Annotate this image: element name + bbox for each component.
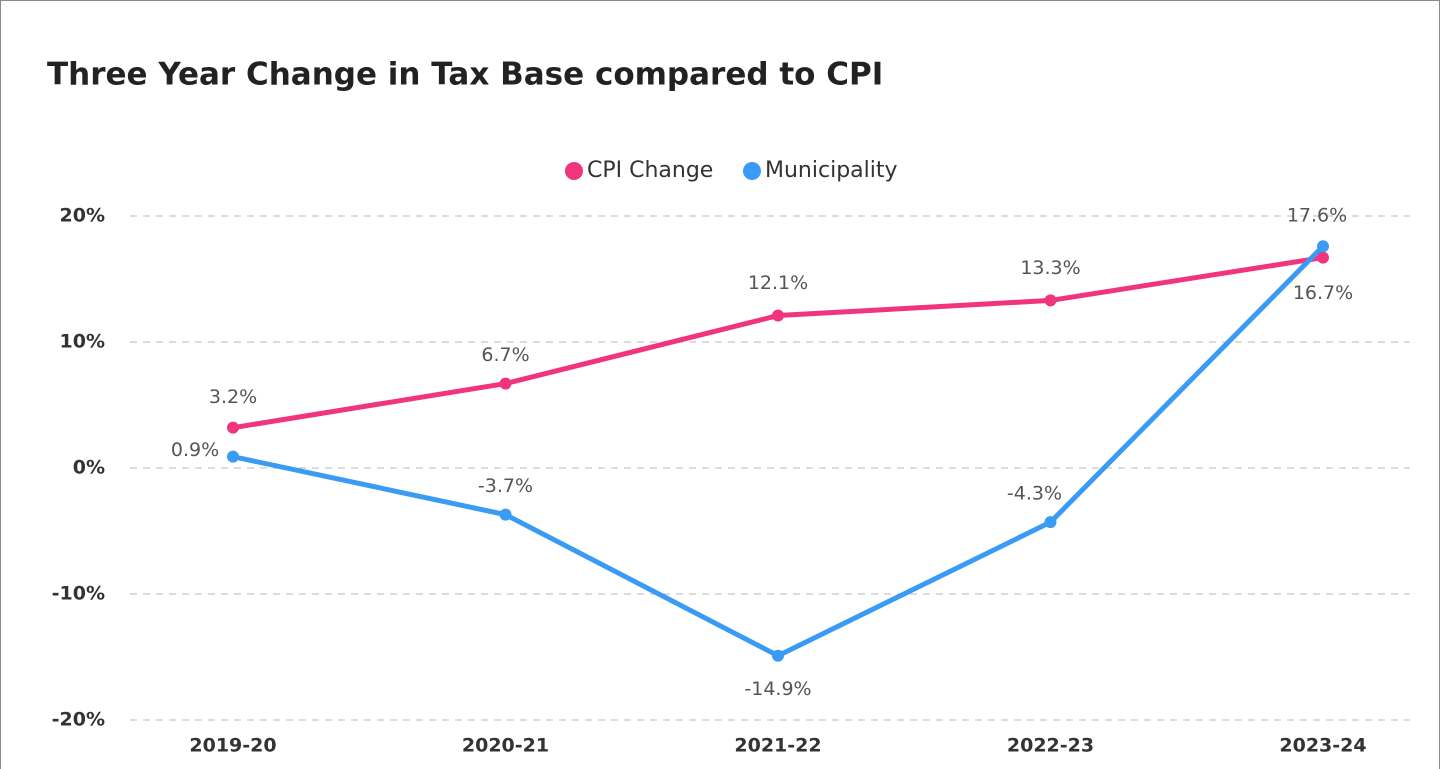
data-point — [772, 649, 784, 662]
data-point — [227, 450, 239, 463]
y-tick-label: 20% — [60, 205, 105, 227]
chart-title: Three Year Change in Tax Base compared t… — [47, 57, 883, 93]
data-label: -4.3% — [1007, 483, 1062, 505]
data-point — [1044, 516, 1057, 529]
data-label: -14.9% — [744, 678, 811, 700]
y-tick-label: -10% — [52, 583, 105, 605]
data-point — [227, 421, 239, 434]
legend-label: Municipality — [765, 158, 898, 183]
data-point — [499, 508, 512, 521]
y-tick-label: -20% — [52, 709, 105, 731]
y-tick-label: 10% — [60, 331, 105, 353]
y-tick-label: 0% — [73, 457, 105, 479]
data-label: 17.6% — [1287, 205, 1347, 227]
data-label: 13.3% — [1020, 257, 1080, 279]
data-label: 6.7% — [481, 344, 529, 366]
x-tick-label: 2022-23 — [1007, 735, 1094, 757]
legend-marker — [565, 162, 583, 180]
x-tick-label: 2019-20 — [189, 735, 276, 757]
x-tick-label: 2021-22 — [734, 735, 821, 757]
legend: CPI Change Municipality — [565, 158, 898, 183]
legend-label: CPI Change — [587, 158, 713, 183]
data-point — [499, 377, 512, 390]
data-point — [1044, 294, 1057, 307]
data-label: 16.7% — [1293, 282, 1353, 304]
legend-marker — [743, 162, 761, 180]
x-tick-label: 2023-24 — [1279, 735, 1366, 757]
data-label: 12.1% — [748, 272, 808, 294]
data-label: 3.2% — [209, 386, 257, 408]
data-point — [772, 309, 784, 322]
data-point — [1317, 251, 1329, 264]
data-point — [1317, 240, 1329, 253]
data-label: 0.9% — [171, 439, 219, 461]
data-label: -3.7% — [478, 475, 533, 497]
x-tick-label: 2020-21 — [462, 735, 549, 757]
